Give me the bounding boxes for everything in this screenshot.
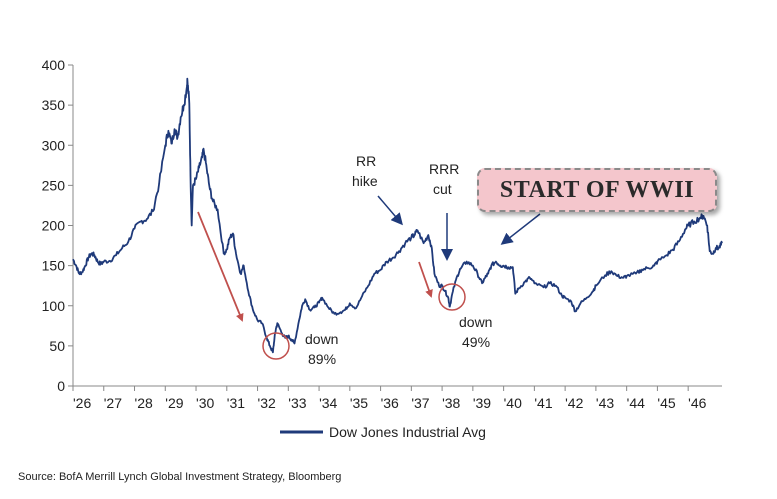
x-tick-label: '34	[319, 395, 337, 411]
y-tick-label: 0	[57, 378, 65, 394]
x-tick-label: '39	[473, 395, 491, 411]
rr-hike-arrow	[377, 195, 403, 226]
x-tick-label: '37	[411, 395, 429, 411]
x-tick-label: '43	[596, 395, 614, 411]
y-tick-label: 300	[42, 137, 66, 153]
low-circle-1938	[438, 283, 466, 311]
annotation-down-89-line2: 89%	[308, 351, 336, 367]
annotation-rrr-cut-line1: RRR	[429, 161, 459, 177]
y-tick-label: 200	[42, 218, 66, 234]
start-of-wwii-callout: START OF WWII	[477, 168, 717, 212]
x-tick-label: '38	[442, 395, 460, 411]
dow-jones-line	[72, 77, 723, 354]
x-tick-label: '33	[288, 395, 306, 411]
x-tick-label: '32	[258, 395, 276, 411]
x-tick-label: '29	[165, 395, 183, 411]
legend: Dow Jones Industrial Avg	[280, 424, 486, 440]
x-tick-label: '28	[135, 395, 153, 411]
x-tick-labels: '26 '27 '28 '29 '30 '31 '32 '33 '34 '35 '36 '37 '38 '…	[72, 386, 707, 411]
legend-label: Dow Jones Industrial Avg	[329, 424, 486, 440]
annotation-rr-hike-line1: RR	[356, 153, 376, 169]
x-tick-label: '40	[504, 395, 522, 411]
x-tick-label: '42	[565, 395, 583, 411]
annotation-down-49-line1: down	[459, 314, 492, 330]
annotation-rr-hike-line2: hike	[352, 173, 378, 189]
x-tick-label: '31	[227, 395, 245, 411]
source-note: Source: BofA Merrill Lynch Global Invest…	[18, 471, 342, 483]
x-tick-label: '44	[627, 395, 645, 411]
annotation-down-89-line1: down	[305, 331, 338, 347]
x-tick-label: '30	[196, 395, 214, 411]
x-tick-label: '45	[657, 395, 675, 411]
x-tick-label: '35	[350, 395, 368, 411]
x-tick-label: '36	[381, 395, 399, 411]
wwii-arrow	[500, 213, 541, 245]
annotation-rrr-cut-line2: cut	[433, 181, 452, 197]
y-tick-label: 100	[42, 298, 66, 314]
crash-arrow-1937	[418, 261, 433, 298]
x-tick-label: '27	[104, 395, 122, 411]
annotation-down-49-line2: 49%	[462, 334, 490, 350]
y-tick-label: 250	[42, 177, 66, 193]
x-tick-label: '46	[688, 395, 706, 411]
crash-arrow-1929	[197, 211, 244, 322]
y-tick-label: 350	[42, 97, 66, 113]
y-tick-label: 150	[42, 258, 66, 274]
x-tick-label: '41	[534, 395, 552, 411]
low-circle-1932	[262, 332, 290, 360]
x-tick-label: '26	[73, 395, 91, 411]
y-tick-labels: 0 50 100 150 200 250 300 350 400	[42, 57, 73, 394]
y-tick-label: 50	[49, 338, 65, 354]
y-tick-label: 400	[42, 57, 66, 73]
